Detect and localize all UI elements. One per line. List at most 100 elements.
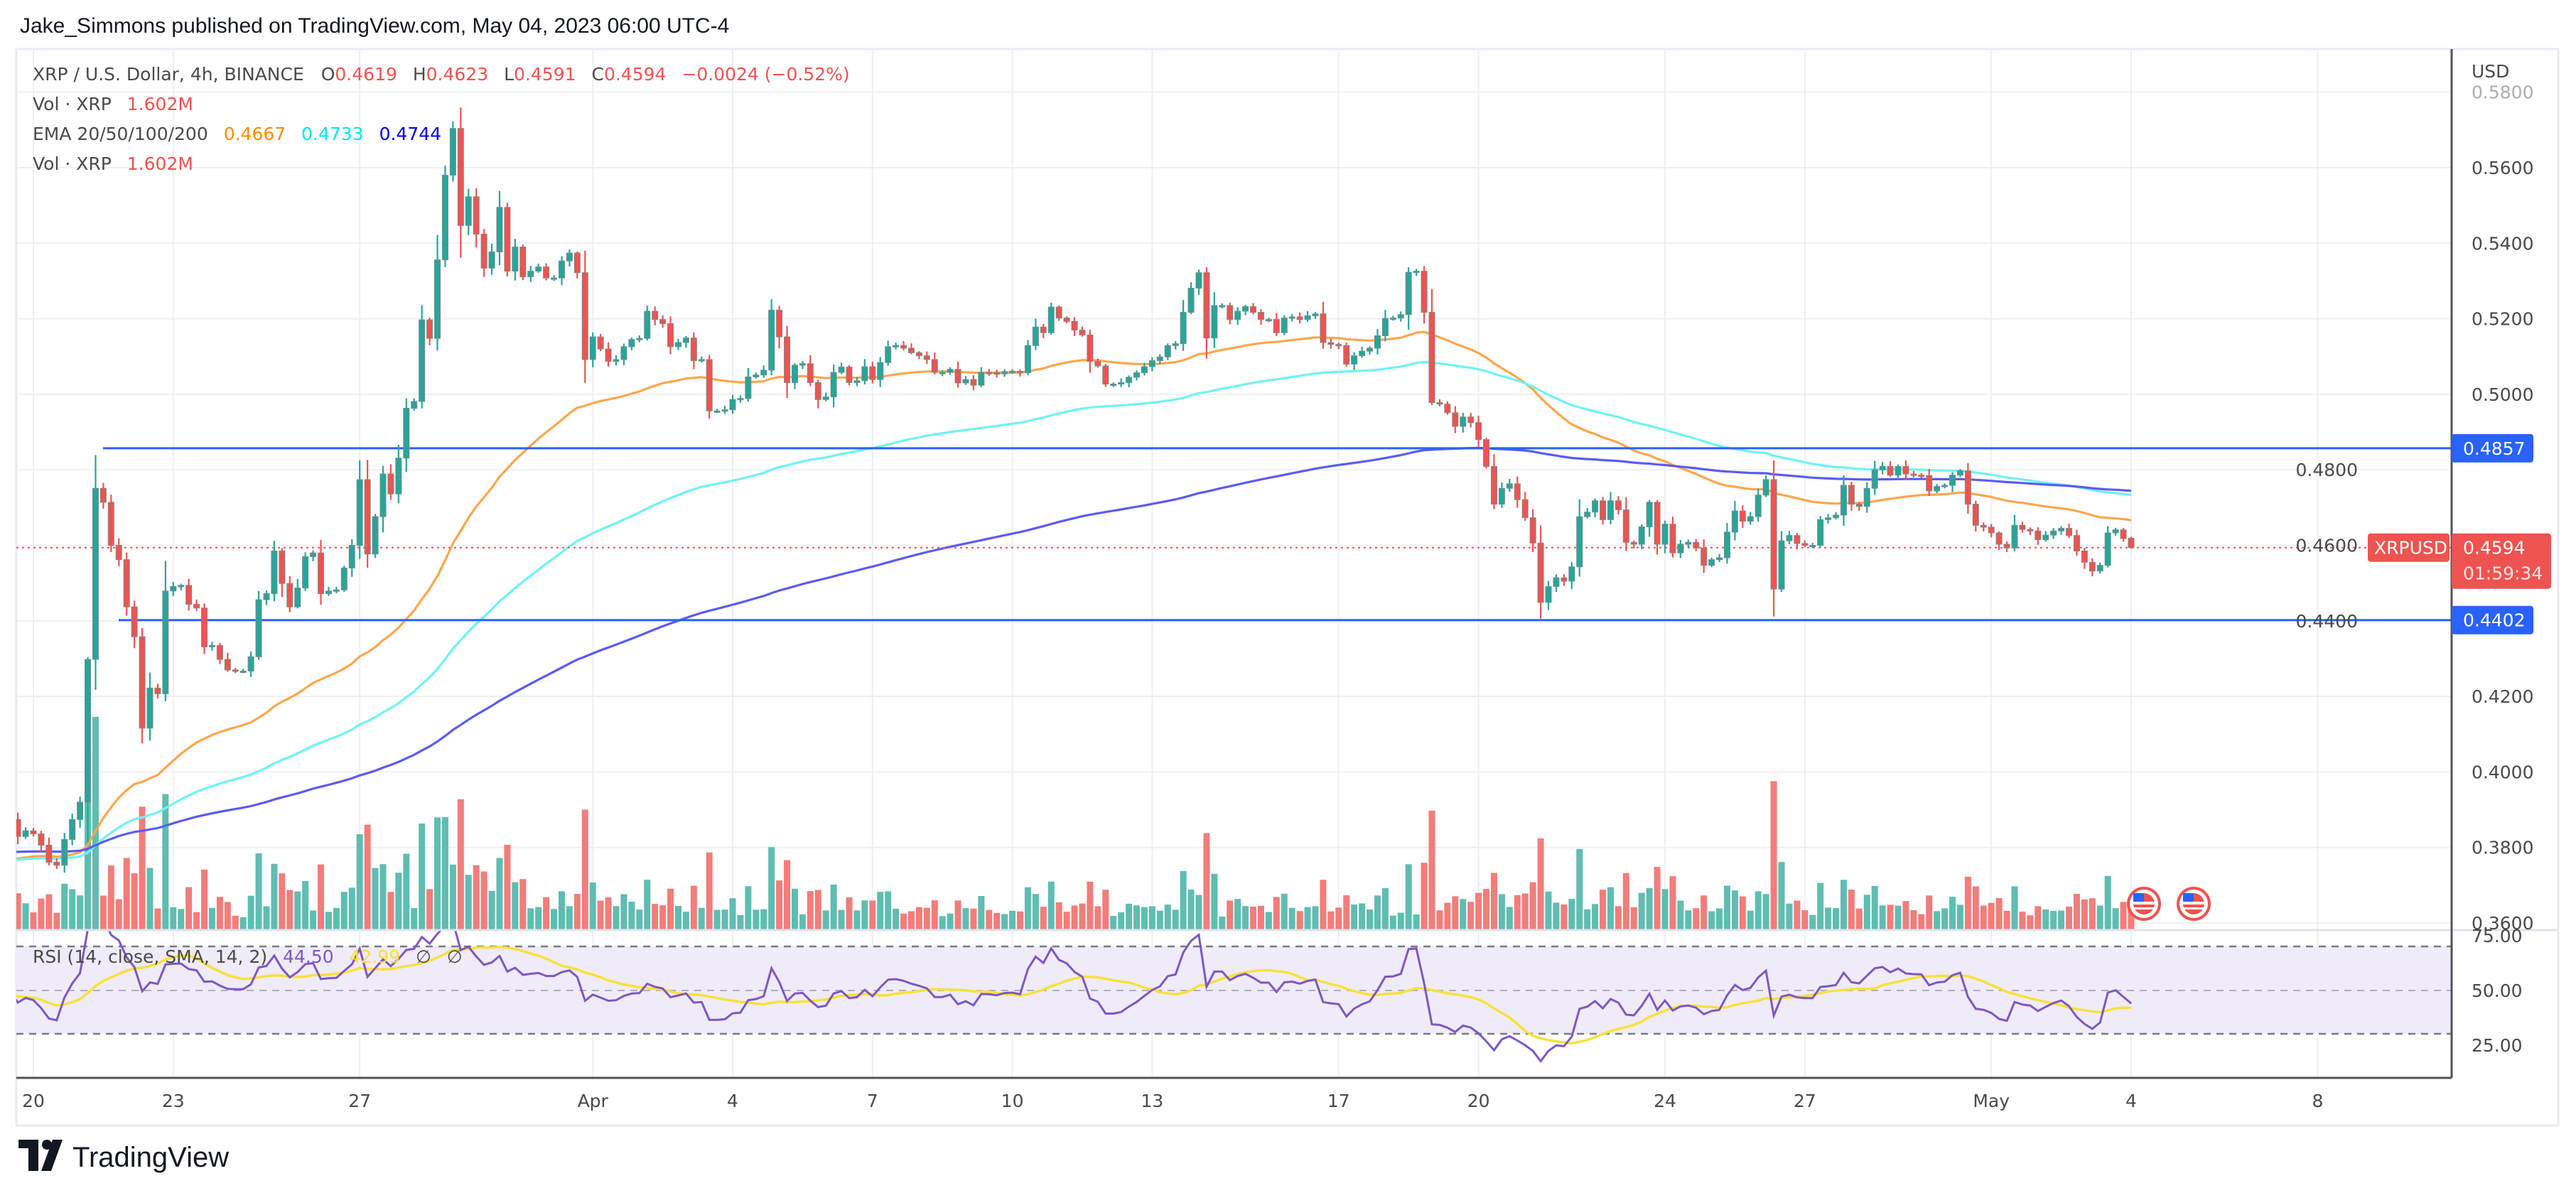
- volume-bar: [1452, 896, 1459, 930]
- candle-body: [449, 128, 456, 176]
- legend-rsi-na-2: ∅: [447, 946, 463, 967]
- candle-body: [1040, 326, 1047, 333]
- volume-bar: [1320, 880, 1327, 930]
- currency-label: USD: [2472, 61, 2509, 82]
- candle-body: [729, 399, 736, 411]
- candle: [1568, 561, 1575, 590]
- volume-bar: [1615, 906, 1622, 930]
- time-tick-label: 4: [2125, 1091, 2137, 1111]
- candle-body: [1498, 487, 1505, 505]
- candle: [1685, 539, 1692, 548]
- candle-body: [814, 382, 821, 400]
- volume-bar: [1553, 902, 1560, 930]
- legend-volume[interactable]: Vol · XRP 1.602M: [33, 94, 193, 114]
- candle-body: [931, 359, 938, 373]
- volume-bar: [1545, 891, 1552, 930]
- candle: [1661, 520, 1669, 554]
- legend-volume-2[interactable]: Vol · XRP 1.602M: [33, 153, 193, 174]
- candle: [1063, 316, 1070, 324]
- volume-bar: [1312, 906, 1319, 930]
- volume-bar: [2104, 875, 2111, 930]
- volume-bar: [1638, 892, 1645, 930]
- tradingview-logo[interactable]: TradingView: [18, 1140, 229, 1173]
- candle-body: [411, 401, 418, 409]
- candle-body: [1708, 559, 1715, 566]
- time-axis[interactable]: 20 23 27 Apr 4 7 10 13 17 20 24 27 May 4 8: [22, 1091, 2323, 1111]
- candle: [543, 263, 550, 281]
- us-flag-event-icon[interactable]: [2177, 887, 2211, 921]
- candle-body: [1444, 404, 1451, 414]
- legend-ema[interactable]: EMA 20/50/100/200 0.4667 0.4733 0.4744: [33, 124, 441, 144]
- volume-bar: [496, 858, 503, 930]
- candle: [115, 538, 122, 566]
- candle: [1701, 539, 1708, 573]
- candle-body: [387, 473, 394, 495]
- candle: [1242, 305, 1249, 315]
- candle-body: [7, 812, 13, 820]
- candle: [348, 539, 355, 577]
- price-tick-label: 0.4200: [2472, 686, 2533, 707]
- volume-bar: [61, 883, 68, 930]
- symbol-tag: XRPUSD: [2368, 533, 2450, 562]
- candle-body: [1421, 271, 1428, 313]
- rsi-axis[interactable]: 75.00 50.00 25.00: [2472, 926, 2523, 1056]
- volume-bar: [1032, 894, 1039, 930]
- candle: [1094, 358, 1101, 368]
- candle: [986, 369, 993, 376]
- volume-bar: [1902, 901, 1909, 930]
- candle-body: [1747, 516, 1754, 522]
- candle: [1988, 524, 1995, 538]
- candle-body: [2096, 565, 2103, 572]
- legend-l-label: L: [504, 64, 514, 85]
- volume-bar: [853, 910, 861, 930]
- candle-body: [667, 323, 674, 347]
- legend-rsi[interactable]: RSI (14, close, SMA, 14, 2) 44.50 42.99 …: [33, 946, 463, 967]
- volume-bar: [784, 860, 791, 930]
- candle-body: [1234, 310, 1241, 320]
- volume-bar: [356, 834, 363, 930]
- candle: [294, 578, 301, 609]
- candle-body: [659, 319, 667, 325]
- volume-bar: [512, 882, 519, 930]
- candle: [893, 342, 900, 350]
- volume-bar: [53, 912, 60, 930]
- candle: [30, 828, 37, 837]
- us-flag-event-icon[interactable]: [2127, 887, 2161, 921]
- price-tick-label: 0.4400: [2296, 611, 2358, 632]
- legend-ema-100: 0.4733: [301, 124, 363, 144]
- time-tick-label: May: [1973, 1091, 2010, 1111]
- candle-body: [807, 363, 814, 383]
- volume-bar: [1110, 916, 1117, 930]
- volume-bar: [636, 909, 643, 930]
- volume-bar: [1133, 905, 1141, 930]
- candle-body: [2120, 529, 2127, 539]
- candle: [900, 341, 907, 351]
- candle: [1693, 539, 1700, 551]
- volume-bar: [224, 902, 231, 930]
- ema-lines: [16, 330, 2132, 861]
- candle: [1669, 517, 1676, 558]
- volume-bar: [2089, 898, 2096, 930]
- volume-bar: [1723, 885, 1730, 930]
- volume-bar: [838, 909, 845, 930]
- volume-bar: [1141, 907, 1148, 930]
- candle: [302, 552, 309, 591]
- legend-c-label: C: [591, 64, 603, 85]
- candle-body: [340, 567, 347, 590]
- candle-body: [962, 379, 969, 384]
- candle-body: [1141, 366, 1148, 374]
- candle-body: [123, 559, 130, 608]
- candle-body: [822, 396, 829, 400]
- candle: [558, 256, 565, 286]
- candle: [1646, 500, 1653, 537]
- candle-body: [2042, 534, 2049, 541]
- candle: [2096, 562, 2103, 574]
- candle: [605, 342, 612, 367]
- candle-body: [1568, 566, 1575, 582]
- price-axis[interactable]: 0.5800 0.5600 0.5400 0.5200 0.5000 0.4800 0.46…: [2296, 82, 2534, 934]
- candle: [753, 372, 760, 379]
- candle: [1405, 267, 1412, 330]
- candle-body: [1964, 470, 1971, 505]
- candle-body: [907, 347, 915, 353]
